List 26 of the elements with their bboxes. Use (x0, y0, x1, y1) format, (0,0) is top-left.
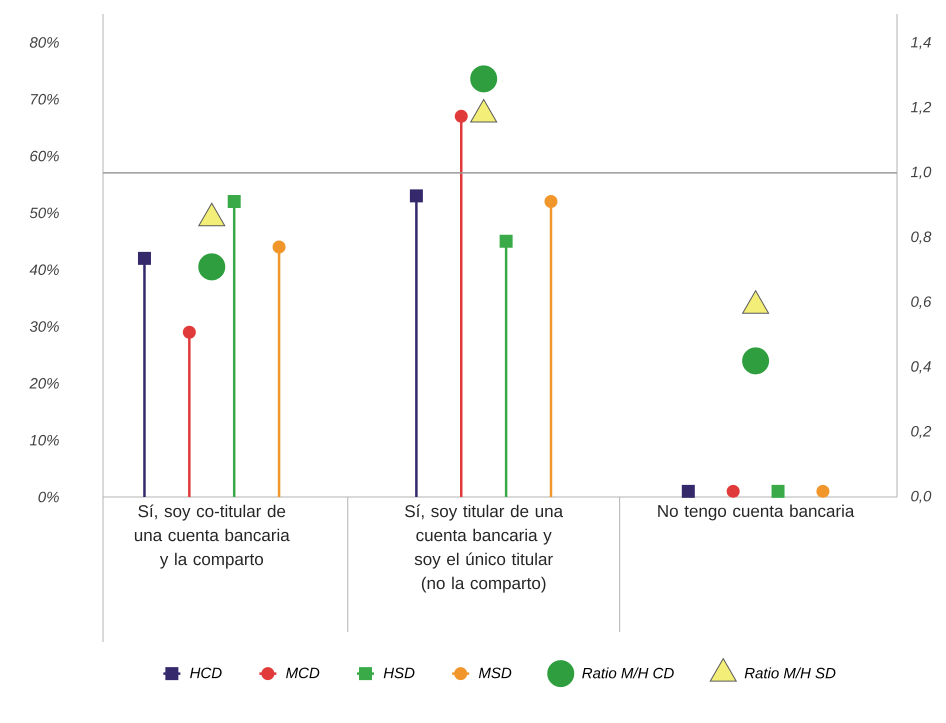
y2-tick-label: 1,0 (910, 166, 932, 180)
y2-tick-label: 1,4 (910, 37, 931, 50)
y-tick-label: 30% (30, 321, 59, 332)
legend-label: MCD (286, 668, 320, 678)
y-tick-label: 10% (30, 434, 59, 446)
y-tick-label: 50% (30, 208, 59, 218)
legend-label: HCD (190, 668, 222, 678)
x-tick-label: Sí, soy co-titular de una cuenta bancaria y la comparto (134, 504, 290, 569)
y2-tick-label: 1,2 (910, 102, 932, 114)
y2-tick-label: 0,2 (911, 426, 932, 438)
y-tick-label: 20% (29, 378, 59, 389)
y2-tick-label: 0,0 (911, 490, 932, 504)
legend-label: Ratio M/H SD (744, 667, 836, 678)
y-tick-label: 0% (38, 492, 59, 502)
legend-label: MSD (478, 668, 512, 678)
legend-label: HSD (384, 668, 414, 678)
y-tick-label: 80% (30, 37, 59, 48)
y-tick-label: 40% (30, 264, 59, 276)
y2-tick-label: 0,6 (911, 296, 932, 309)
legend-label: Ratio M/H CD (582, 667, 674, 678)
x-tick-label: Sí, soy titular de una cuenta bancaria y soy el único titular (no la comparto) (405, 504, 564, 593)
x-tick-label: No tengo cuenta bancaria (658, 504, 854, 520)
y2-tick-label: 0,8 (911, 231, 932, 244)
y-tick-label: 60% (30, 150, 59, 162)
y-tick-label: 70% (31, 94, 59, 105)
y2-tick-label: 0,4 (911, 361, 931, 374)
